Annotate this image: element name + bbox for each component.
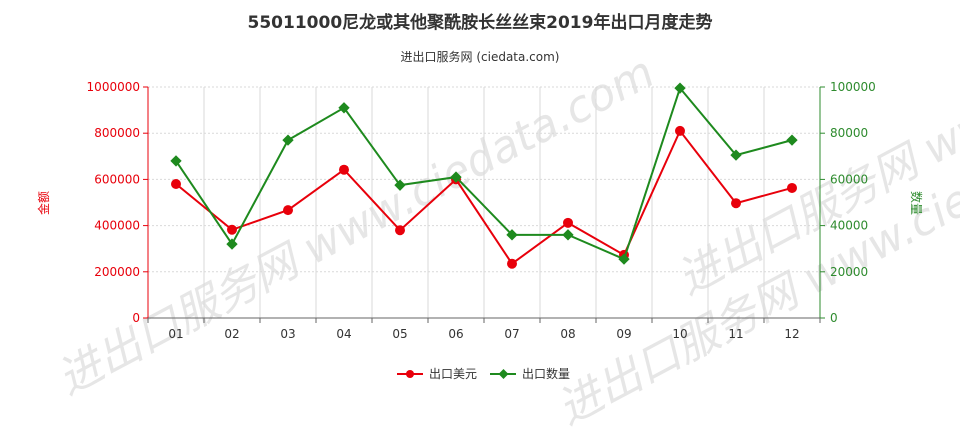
data-point-value [395, 225, 405, 236]
y-tick-label-left: 800000 [94, 126, 140, 140]
data-point-quantity [618, 253, 630, 265]
line-chart: 0 0 200000 20000 400000 40000 600000 60000 80000… [36, 80, 924, 381]
y-axis-title-left: 金额 [36, 191, 51, 215]
x-tick-label: 05 [392, 327, 407, 341]
data-point-quantity [786, 134, 798, 146]
x-tick-label: 11 [728, 327, 743, 341]
x-tick-label: 06 [448, 327, 463, 341]
chart-title: 55011000尼龙或其他聚酰胺长丝丝束2019年出口月度走势 [247, 13, 713, 33]
y-tick-label-left: 400000 [94, 219, 140, 233]
y-tick-label-left: 1000000 [87, 80, 140, 94]
data-point-value [171, 179, 181, 190]
y-tick-label-left: 200000 [94, 265, 140, 279]
y-tick-label-left: 600000 [94, 172, 140, 186]
data-point-value [675, 125, 685, 136]
y-tick-label-right: 80000 [830, 126, 868, 140]
data-point-quantity [282, 134, 294, 146]
x-tick-label: 12 [784, 327, 799, 341]
series-line-1 [175, 128, 793, 266]
y-tick-label-right: 40000 [830, 219, 868, 233]
legend-marker [406, 370, 414, 378]
data-point-quantity [506, 229, 518, 241]
x-tick-label: 08 [560, 327, 575, 341]
data-point-quantity [226, 238, 238, 250]
y-tick-label-right: 0 [830, 311, 838, 325]
legend-marker [498, 369, 509, 379]
data-point-value [563, 217, 573, 228]
data-point-quantity [394, 179, 406, 191]
x-tick-label: 04 [336, 327, 351, 341]
series-line-2 [175, 86, 793, 261]
y-axis-title-right: 数量 [909, 191, 924, 215]
data-point-value [339, 164, 349, 175]
data-point-quantity [170, 155, 182, 167]
legend-label: 出口美元 [429, 367, 477, 381]
data-point-value [787, 182, 797, 193]
legend-label: 出口数量 [522, 366, 570, 381]
data-point-value [283, 205, 293, 216]
chart-subtitle: 进出口服务网 (ciedata.com) [400, 50, 560, 64]
y-tick-label-right: 60000 [830, 172, 868, 186]
data-point-value [731, 198, 741, 209]
y-tick-label-right: 20000 [830, 265, 868, 279]
x-tick-label: 07 [504, 327, 519, 341]
data-point-value [227, 224, 237, 235]
y-tick-label-left: 0 [132, 311, 140, 325]
y-tick-label-right: 100000 [830, 80, 876, 94]
data-point-quantity [730, 149, 742, 161]
x-tick-label: 09 [616, 327, 631, 341]
x-tick-label: 03 [280, 327, 295, 341]
data-point-value [507, 258, 517, 269]
data-point-quantity [562, 229, 574, 241]
x-tick-label: 02 [224, 327, 239, 341]
x-tick-label: 01 [168, 327, 183, 341]
data-point-quantity [450, 171, 462, 183]
x-tick-label: 10 [672, 327, 687, 341]
